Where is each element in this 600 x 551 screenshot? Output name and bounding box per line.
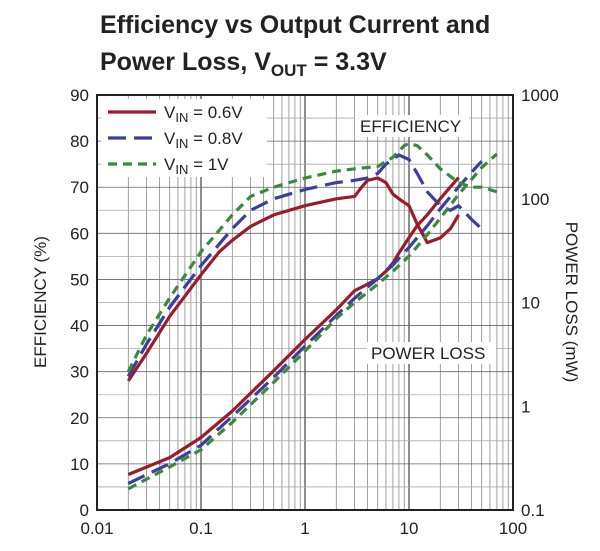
series-layer — [126, 141, 498, 491]
x-tick-label: 0.01 — [80, 519, 113, 538]
efficiency-annotation-bg — [355, 115, 469, 137]
x-tick-label: 1 — [300, 519, 309, 538]
plot-frame — [96, 94, 514, 511]
legend-label-main: V — [164, 155, 176, 174]
legend-label-main: V — [164, 103, 176, 122]
chart-title-end: = 3.3V — [307, 48, 387, 76]
legend-label-sub: IN — [175, 136, 188, 151]
legend-label-2: VIN = 1V — [164, 155, 229, 177]
efficiency-annotation-text: EFFICIENCY — [360, 117, 461, 136]
left-tick-label: 80 — [70, 132, 89, 151]
legend-label-end: = 1V — [188, 155, 229, 174]
left-tick-label: 70 — [70, 178, 89, 197]
right-tick-label: 10 — [521, 294, 540, 313]
efficiency-annotation: EFFICIENCY — [355, 115, 469, 137]
efficiency-series-2 — [126, 141, 498, 373]
legend-label-0: VIN = 0.6V — [164, 103, 243, 125]
legend-label-sub: IN — [175, 162, 188, 177]
x-tick-labels: 0.01 0.1 1 10 100 — [80, 519, 527, 538]
legend-label-main: V — [164, 129, 176, 148]
left-axis-label: EFFICIENCY (%) — [31, 236, 50, 368]
legend-label-sub: IN — [175, 110, 188, 125]
left-tick-label: 60 — [70, 224, 89, 243]
left-tick-label: 10 — [70, 455, 89, 474]
right-tick-label: 1 — [521, 397, 530, 416]
left-tick-labels: 0 10 20 30 40 50 60 70 80 90 — [70, 86, 89, 520]
right-axis-label: POWER LOSS (mW) — [562, 222, 581, 383]
chart-title-line1: Efficiency vs Output Current and — [100, 11, 490, 39]
right-tick-label: 100 — [521, 190, 549, 209]
left-tick-label: 50 — [70, 270, 89, 289]
chart-title-sub: OUT — [271, 61, 308, 80]
left-tick-label: 0 — [80, 501, 89, 520]
x-tick-label: 100 — [499, 519, 527, 538]
left-tick-label: 90 — [70, 86, 89, 105]
legend-label-end: = 0.8V — [188, 129, 243, 148]
legend-label-end: = 0.6V — [188, 103, 243, 122]
x-tick-label: 0.1 — [189, 519, 213, 538]
chart-title-line2: Power Loss, VOUT = 3.3V — [100, 48, 387, 80]
efficiency-series-0 — [126, 176, 460, 382]
power-loss-annotation-text: POWER LOSS — [371, 344, 485, 363]
right-tick-labels: 0.1 1 10 100 1000 — [521, 86, 559, 520]
right-tick-label: 0.1 — [521, 501, 545, 520]
power-loss-annotation-bg — [367, 342, 496, 364]
left-tick-label: 20 — [70, 409, 89, 428]
left-tick-label: 40 — [70, 317, 89, 336]
right-tick-label: 1000 — [521, 86, 559, 105]
chart-title-main: Power Loss, V — [100, 48, 271, 76]
power-loss-series-1 — [127, 160, 483, 485]
left-tick-label: 30 — [70, 363, 89, 382]
power-loss-annotation: POWER LOSS — [367, 342, 496, 364]
x-tick-label: 10 — [400, 519, 419, 538]
legend-label-1: VIN = 0.8V — [164, 129, 243, 151]
efficiency-series-1 — [126, 153, 483, 378]
